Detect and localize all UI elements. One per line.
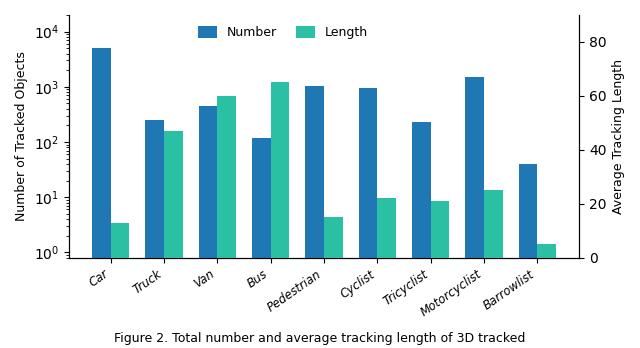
- Bar: [252, 138, 271, 348]
- Bar: [484, 190, 502, 258]
- Bar: [465, 77, 484, 348]
- Bar: [358, 88, 377, 348]
- Bar: [305, 86, 324, 348]
- Bar: [111, 223, 129, 258]
- Text: Figure 2. Total number and average tracking length of 3D tracked: Figure 2. Total number and average track…: [115, 332, 525, 345]
- Bar: [377, 198, 396, 258]
- Bar: [537, 244, 556, 258]
- Y-axis label: Number of Tracked Objects: Number of Tracked Objects: [15, 52, 28, 221]
- Bar: [217, 96, 236, 258]
- Bar: [145, 120, 164, 348]
- Legend: Number, Length: Number, Length: [193, 21, 372, 44]
- Bar: [518, 164, 537, 348]
- Bar: [271, 82, 289, 258]
- Bar: [412, 122, 431, 348]
- Y-axis label: Average Tracking Length: Average Tracking Length: [612, 59, 625, 214]
- Bar: [164, 131, 182, 258]
- Bar: [198, 106, 217, 348]
- Bar: [92, 48, 111, 348]
- Bar: [324, 217, 342, 258]
- Bar: [431, 201, 449, 258]
